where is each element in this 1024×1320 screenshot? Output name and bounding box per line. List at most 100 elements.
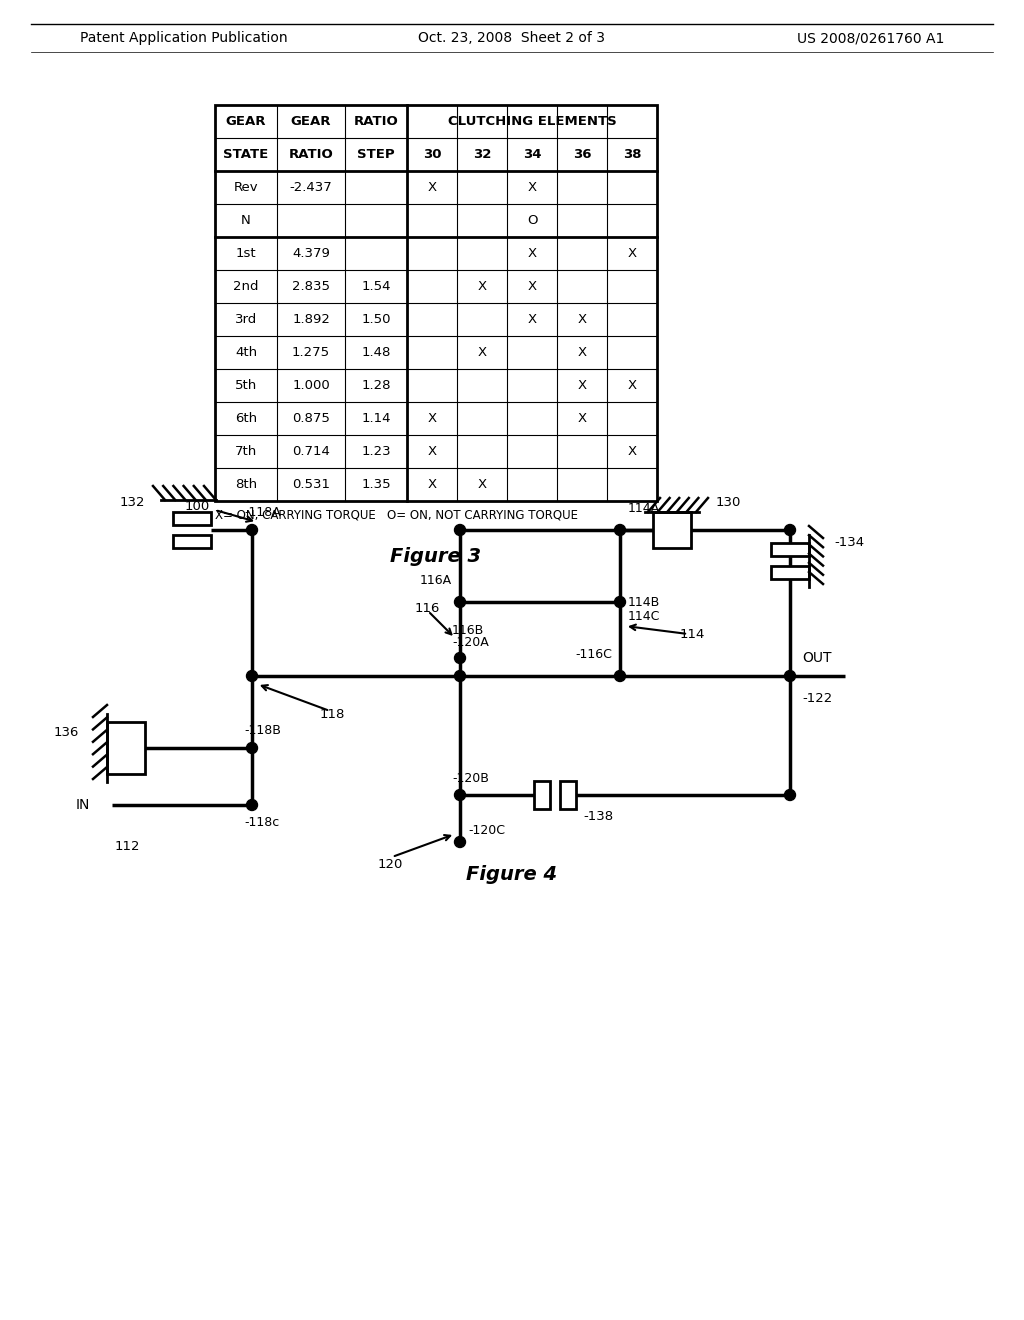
Bar: [534, 781, 550, 809]
Text: X: X: [427, 181, 436, 194]
Text: -120A: -120A: [452, 635, 488, 648]
Text: 38: 38: [623, 148, 641, 161]
Text: RATIO: RATIO: [289, 148, 334, 161]
Text: 130: 130: [716, 495, 741, 508]
Text: 114: 114: [680, 627, 706, 640]
Text: US 2008/0261760 A1: US 2008/0261760 A1: [797, 30, 944, 45]
Text: -122: -122: [802, 692, 833, 705]
Circle shape: [455, 837, 466, 847]
Text: 0.531: 0.531: [292, 478, 330, 491]
Text: X: X: [628, 379, 637, 392]
Text: 34: 34: [522, 148, 542, 161]
Circle shape: [455, 789, 466, 800]
Text: 8th: 8th: [234, 478, 257, 491]
Text: -118B: -118B: [244, 723, 281, 737]
Bar: [771, 543, 809, 556]
Text: 5th: 5th: [234, 379, 257, 392]
Text: 1.000: 1.000: [292, 379, 330, 392]
Text: 1.48: 1.48: [361, 346, 391, 359]
Text: 1.14: 1.14: [361, 412, 391, 425]
Text: 1.892: 1.892: [292, 313, 330, 326]
Text: X: X: [527, 247, 537, 260]
Bar: [215, 106, 657, 502]
Bar: [771, 566, 809, 579]
Circle shape: [784, 789, 796, 800]
Text: 132: 132: [120, 495, 145, 508]
Text: RATIO: RATIO: [353, 115, 398, 128]
Circle shape: [784, 524, 796, 536]
Text: 1.23: 1.23: [361, 445, 391, 458]
Text: IN: IN: [76, 799, 90, 812]
Circle shape: [455, 671, 466, 681]
Text: CLUTCHING ELEMENTS: CLUTCHING ELEMENTS: [447, 115, 616, 128]
Text: X: X: [427, 478, 436, 491]
Text: 116: 116: [415, 602, 440, 615]
Text: -116C: -116C: [575, 648, 612, 660]
Bar: [653, 512, 691, 548]
Circle shape: [247, 800, 257, 810]
Text: 1.54: 1.54: [361, 280, 391, 293]
Circle shape: [614, 597, 626, 607]
Circle shape: [455, 652, 466, 664]
Text: 1st: 1st: [236, 247, 256, 260]
Text: 3rd: 3rd: [234, 313, 257, 326]
Text: 114A: 114A: [628, 502, 660, 515]
Text: X: X: [628, 445, 637, 458]
Text: 4.379: 4.379: [292, 247, 330, 260]
Text: 32: 32: [473, 148, 492, 161]
Circle shape: [784, 671, 796, 681]
Text: Rev: Rev: [233, 181, 258, 194]
Text: X: X: [578, 313, 587, 326]
Text: GEAR: GEAR: [291, 115, 331, 128]
Text: 0.714: 0.714: [292, 445, 330, 458]
Text: X: X: [578, 379, 587, 392]
Text: X: X: [527, 313, 537, 326]
Circle shape: [247, 671, 257, 681]
Text: X: X: [477, 280, 486, 293]
Text: 1.275: 1.275: [292, 346, 330, 359]
Text: 2nd: 2nd: [233, 280, 259, 293]
Text: 2.835: 2.835: [292, 280, 330, 293]
Text: X: X: [427, 445, 436, 458]
Text: OUT: OUT: [802, 651, 831, 665]
Circle shape: [614, 524, 626, 536]
Text: 112: 112: [115, 841, 140, 854]
Text: 120: 120: [378, 858, 403, 870]
Text: X: X: [427, 412, 436, 425]
Text: 100: 100: [185, 500, 210, 513]
Text: -118c: -118c: [244, 817, 280, 829]
Text: X: X: [527, 181, 537, 194]
Text: 114C: 114C: [628, 610, 660, 623]
Text: 1.50: 1.50: [361, 313, 391, 326]
Text: 36: 36: [572, 148, 591, 161]
Text: N: N: [241, 214, 251, 227]
Circle shape: [247, 524, 257, 536]
Text: 116B: 116B: [452, 623, 484, 636]
Bar: [560, 781, 575, 809]
Bar: [173, 535, 211, 548]
Text: STATE: STATE: [223, 148, 268, 161]
Text: 136: 136: [53, 726, 79, 739]
Text: 118: 118: [319, 708, 345, 721]
Bar: [173, 512, 211, 525]
Text: 6th: 6th: [234, 412, 257, 425]
Circle shape: [455, 597, 466, 607]
Text: -2.437: -2.437: [290, 181, 333, 194]
Text: STEP: STEP: [357, 148, 395, 161]
Text: 1.35: 1.35: [361, 478, 391, 491]
Text: 1.28: 1.28: [361, 379, 391, 392]
Text: 7th: 7th: [234, 445, 257, 458]
Text: 4th: 4th: [234, 346, 257, 359]
Circle shape: [614, 671, 626, 681]
Text: 0.875: 0.875: [292, 412, 330, 425]
Text: -134: -134: [834, 536, 864, 549]
Circle shape: [247, 742, 257, 754]
Text: Figure 4: Figure 4: [467, 866, 557, 884]
Text: X: X: [628, 247, 637, 260]
Text: X: X: [527, 280, 537, 293]
Text: Patent Application Publication: Patent Application Publication: [80, 30, 288, 45]
Text: 114B: 114B: [628, 595, 660, 609]
Text: O: O: [526, 214, 538, 227]
Text: 116A: 116A: [420, 573, 452, 586]
Text: Oct. 23, 2008  Sheet 2 of 3: Oct. 23, 2008 Sheet 2 of 3: [419, 30, 605, 45]
